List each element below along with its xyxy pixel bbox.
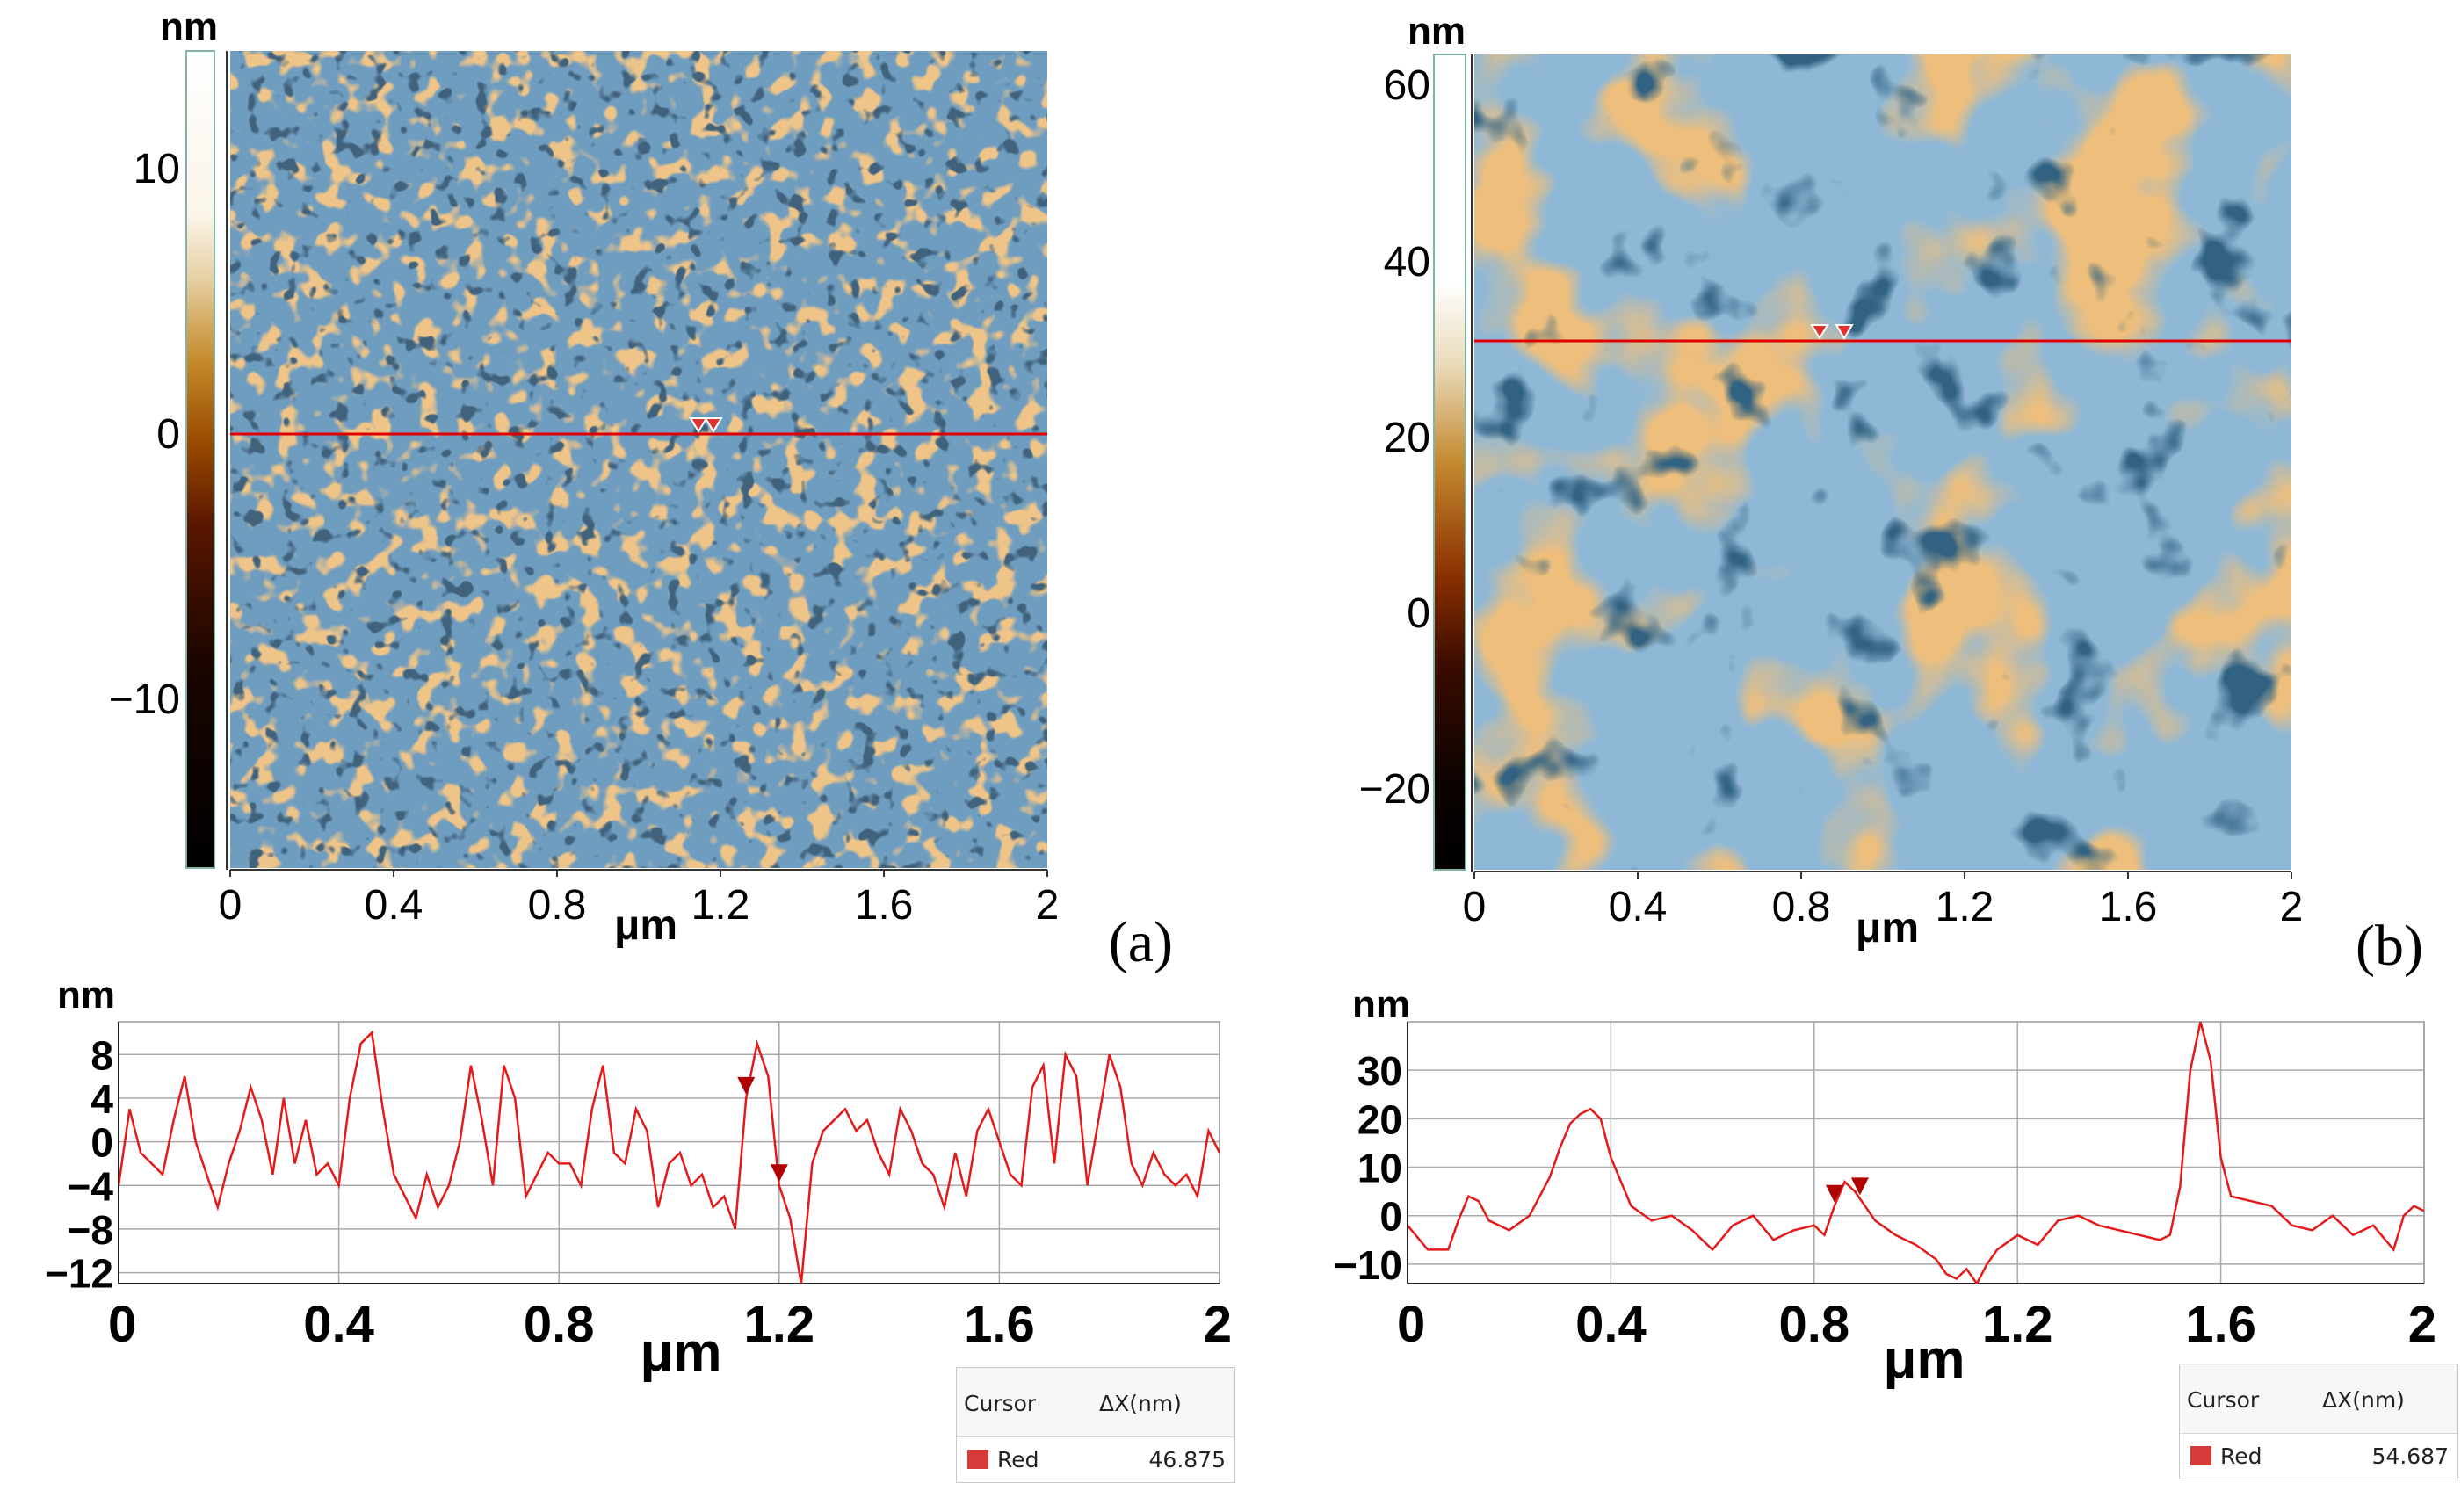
profile-cursor-marker <box>770 1164 788 1183</box>
profile-ytick-label: 8 <box>90 1032 113 1078</box>
afm-image-b-xticks: 0 0.4 0.8 1.2 1.6 2 <box>1463 872 2304 930</box>
panel-label-a: (a) <box>1109 910 1173 974</box>
profile-ytick-label: 0 <box>90 1120 113 1166</box>
cursor-name: Red <box>997 1447 1039 1472</box>
image-xtick-label: 1.2 <box>1936 884 1994 930</box>
profile-cursor-marker <box>1825 1184 1843 1203</box>
cursor-header-label: Cursor <box>2187 1387 2260 1413</box>
profile-series-line <box>119 1030 1220 1284</box>
image-xtick-label: 0 <box>1463 884 1487 930</box>
profile-series-line <box>1408 1022 2424 1284</box>
cursor-color-swatch <box>2190 1446 2211 1465</box>
profile-xtick-label: 0 <box>108 1296 136 1353</box>
afm-image-b-shadows <box>1474 54 2291 870</box>
cursor-readout-a: Cursor ΔX(nm) Red 46.875 <box>956 1367 1235 1483</box>
cursor-delta-label: ΔX(nm) <box>1099 1391 1182 1416</box>
profile-ytick-label: 10 <box>1357 1146 1402 1191</box>
afm-image-a-shadows <box>230 51 1047 868</box>
afm-image-b: nm 60 40 20 0 −20 0 0.4 0.8 1.2 1.6 2 μm (b) <box>1359 10 2423 978</box>
afm-image-b-xlabel: μm <box>1856 905 1919 951</box>
image-xtick-label: 0.8 <box>1772 884 1831 930</box>
profile-ytick-label: 20 <box>1357 1096 1402 1142</box>
image-marker-b <box>1810 324 1829 340</box>
profile-ytick-label: −10 <box>1334 1242 1402 1288</box>
colorbar-b-tick: 20 <box>1384 415 1430 461</box>
profile-xtick-label: 0 <box>1397 1296 1425 1353</box>
profile-a-xlabel: μm <box>640 1322 721 1383</box>
panel-label-b: (b) <box>2356 914 2423 978</box>
profile-xtick-label: 0.8 <box>1778 1296 1849 1353</box>
colorbar-b-tick: −20 <box>1359 766 1430 813</box>
cursor-delta-label: ΔX(nm) <box>2322 1387 2405 1413</box>
profile-ytick-label: 4 <box>90 1076 113 1122</box>
profile-a-ylabel: nm <box>57 973 115 1016</box>
profile-xtick-label: 2 <box>2408 1296 2436 1353</box>
colorbar-b-unit: nm <box>1408 10 1466 53</box>
image-marker-a <box>704 417 723 433</box>
image-xtick-label: 1.6 <box>855 882 914 929</box>
colorbar-b-tick: 40 <box>1384 239 1430 286</box>
colorbar-b-tick: 0 <box>1407 590 1430 637</box>
cursor-delta-value: 46.875 <box>1148 1447 1226 1472</box>
colorbar-a-tick: 0 <box>156 411 180 458</box>
cursor-color-swatch <box>967 1450 988 1469</box>
profile-xtick-label: 0.8 <box>524 1296 595 1353</box>
image-xtick-label: 0.4 <box>365 882 423 929</box>
profile-xtick-label: 1.2 <box>1982 1296 2053 1353</box>
profile-xtick-label: 0.4 <box>303 1296 374 1353</box>
image-marker-b <box>1835 324 1854 340</box>
image-xtick-label: 0 <box>219 882 242 929</box>
profile-xtick-label: 1.2 <box>743 1296 814 1353</box>
cursor-header-label: Cursor <box>964 1391 1037 1416</box>
cursor-readout-b-header <box>2180 1364 2457 1434</box>
cursor-delta-value: 54.687 <box>2371 1443 2449 1469</box>
profile-ytick-label: 30 <box>1357 1048 1402 1094</box>
image-xtick-label: 0.8 <box>528 882 587 929</box>
colorbar-a <box>185 50 215 869</box>
profile-b-ylabel: nm <box>1352 983 1410 1026</box>
profile-ytick-label: −8 <box>68 1207 113 1253</box>
colorbar-a-tick: −10 <box>109 676 180 723</box>
cursor-name: Red <box>2220 1443 2262 1469</box>
image-xtick-label: 2 <box>1036 882 1060 929</box>
image-xtick-label: 0.4 <box>1609 884 1668 930</box>
colorbar-b-tick: 60 <box>1384 62 1430 109</box>
profile-xtick-label: 2 <box>1204 1296 1232 1353</box>
image-xtick-label: 1.6 <box>2099 884 2158 930</box>
profile-xtick-label: 1.6 <box>964 1296 1035 1353</box>
afm-image-a-xlabel: μm <box>614 902 677 949</box>
cursor-readout-a-header <box>957 1368 1234 1437</box>
profile-chart-a: nm μm 840−4−8−120 0.4 0.8 1.2 1.6 2 <box>45 973 1232 1383</box>
profile-ytick-label: −4 <box>68 1163 114 1209</box>
profile-cursor-marker <box>1850 1177 1869 1196</box>
profile-b-xlabel: μm <box>1883 1329 1965 1390</box>
cursor-readout-b: Cursor ΔX(nm) Red 54.687 <box>2179 1364 2458 1479</box>
colorbar-b <box>1433 54 1466 871</box>
profile-xtick-label: 0.4 <box>1575 1296 1647 1353</box>
image-xtick-label: 1.2 <box>691 882 750 929</box>
image-marker-a <box>689 417 708 433</box>
colorbar-a-unit: nm <box>160 5 218 48</box>
afm-image-a-xticks: 0 0.4 0.8 1.2 1.6 2 <box>219 870 1060 929</box>
profile-ytick-label: −12 <box>45 1251 113 1297</box>
profile-ytick-label: 0 <box>1379 1194 1402 1240</box>
afm-image-a: nm 10 0 −10 0 0.4 0.8 1.2 1.6 2 μm (a) <box>109 5 1173 974</box>
profile-cursor-marker <box>737 1076 756 1095</box>
image-xtick-label: 2 <box>2280 884 2304 930</box>
profile-xtick-label: 1.6 <box>2185 1296 2256 1353</box>
colorbar-a-tick: 10 <box>134 146 180 192</box>
